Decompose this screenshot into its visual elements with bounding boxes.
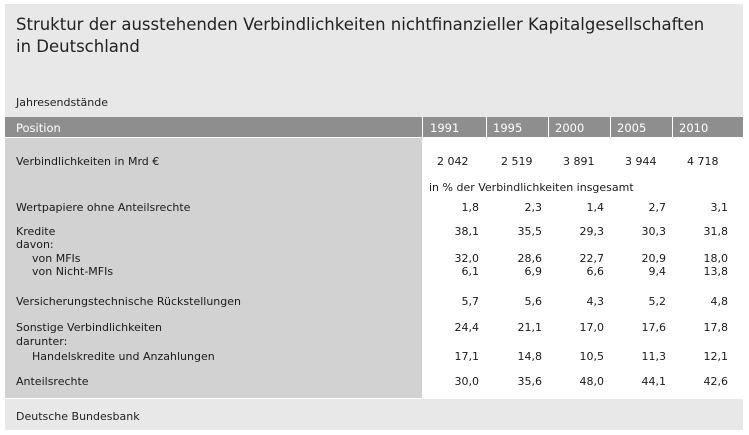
cell-von-mfis-2000: 22,7 [579,252,605,265]
cell-sonstige-2010: 17,8 [703,321,729,334]
row-label-versicherung: Versicherungstechnische Rückstellungen [16,295,241,308]
cell-totals-2010: 4 718 [687,155,719,168]
cell-anteilsrechte-1995: 35,6 [517,375,543,388]
col-divider-1 [422,117,423,399]
cell-totals-2000: 3 891 [563,155,595,168]
cell-versicherung-2000: 4,3 [586,295,605,308]
row-label-von-nicht-mfis: von Nicht-MFIs [32,265,114,278]
subtitle: Jahresendstände [16,96,108,109]
row-label-wertpapiere: Wertpapiere ohne Anteilsrechte [16,201,191,214]
cell-von-mfis-2010: 18,0 [703,252,729,265]
cell-versicherung-2005: 5,2 [648,295,667,308]
cell-anteilsrechte-2005: 44,1 [641,375,667,388]
cell-sonstige-2000: 17,0 [579,321,605,334]
row-label-davon: davon: [16,238,54,251]
cell-kredite-2010: 31,8 [703,225,729,238]
cell-kredite-1995: 35,5 [517,225,543,238]
col-divider-2 [486,117,487,399]
cell-von-nicht-mfis-2000: 6,6 [586,265,605,278]
cell-kredite-2005: 30,3 [641,225,667,238]
page-title: Struktur der ausstehenden Verbindlichkei… [16,14,736,58]
cell-kredite-1991: 38,1 [454,225,480,238]
col-divider-3 [548,117,549,399]
table-header-row: Position 1991 1995 2000 2005 2010 [5,117,743,137]
row-label-handelskredite: Handelskredite und Anzahlungen [32,350,215,363]
cell-anteilsrechte-1991: 30,0 [454,375,480,388]
title-line-1: Struktur der ausstehenden Verbindlichkei… [16,15,705,34]
cell-handelskredite-2010: 12,1 [703,350,729,363]
cell-wertpapiere-2010: 3,1 [710,201,729,214]
header-year-2000: 2000 [555,121,585,135]
cell-totals-1995: 2 519 [501,155,533,168]
cell-von-mfis-2005: 20,9 [641,252,667,265]
percent-note: in % der Verbindlichkeiten insgesamt [429,181,634,194]
cell-wertpapiere-1995: 2,3 [524,201,543,214]
cell-von-nicht-mfis-1991: 6,1 [461,265,480,278]
header-position: Position [16,121,61,135]
header-year-1991: 1991 [430,121,460,135]
cell-kredite-2000: 29,3 [579,225,605,238]
label-column [5,138,422,399]
row-label-anteilsrechte: Anteilsrechte [16,375,89,388]
cell-sonstige-1995: 21,1 [517,321,543,334]
row-label-von-mfis: von MFIs [32,252,81,265]
cell-wertpapiere-1991: 1,8 [461,201,480,214]
table-panel: Struktur der ausstehenden Verbindlichkei… [5,4,743,430]
cell-handelskredite-1991: 17,1 [454,350,480,363]
cell-von-nicht-mfis-2010: 13,8 [703,265,729,278]
cell-von-mfis-1995: 28,6 [517,252,543,265]
cell-versicherung-1991: 5,7 [461,295,480,308]
cell-sonstige-1991: 24,4 [454,321,480,334]
cell-handelskredite-2000: 10,5 [579,350,605,363]
cell-von-nicht-mfis-2005: 9,4 [648,265,667,278]
source-footer: Deutsche Bundesbank [16,410,140,423]
header-year-1995: 1995 [493,121,523,135]
cell-totals-2005: 3 944 [625,155,657,168]
table-bottom-divider [5,398,743,399]
row-label-darunter: darunter: [16,335,68,348]
cell-anteilsrechte-2000: 48,0 [579,375,605,388]
row-label-totals: Verbindlichkeiten in Mrd € [16,155,160,168]
header-year-2005: 2005 [617,121,647,135]
row-label-kredite: Kredite [16,225,56,238]
cell-wertpapiere-2000: 1,4 [586,201,605,214]
cell-von-nicht-mfis-1995: 6,9 [524,265,543,278]
cell-totals-1991: 2 042 [437,155,469,168]
data-columns [423,138,743,399]
cell-von-mfis-1991: 32,0 [454,252,480,265]
cell-wertpapiere-2005: 2,7 [648,201,667,214]
header-year-2010: 2010 [679,121,709,135]
header-divider [5,137,743,138]
cell-handelskredite-1995: 14,8 [517,350,543,363]
cell-sonstige-2005: 17,6 [641,321,667,334]
cell-versicherung-1995: 5,6 [524,295,543,308]
cell-anteilsrechte-2010: 42,6 [703,375,729,388]
cell-versicherung-2010: 4,8 [710,295,729,308]
col-divider-5 [672,117,673,399]
row-label-sonstige: Sonstige Verbindlichkeiten [16,321,162,334]
cell-handelskredite-2005: 11,3 [641,350,667,363]
title-line-2: in Deutschland [16,37,140,56]
col-divider-4 [610,117,611,399]
data-table: Position 1991 1995 2000 2005 2010 Verbin… [5,117,743,399]
